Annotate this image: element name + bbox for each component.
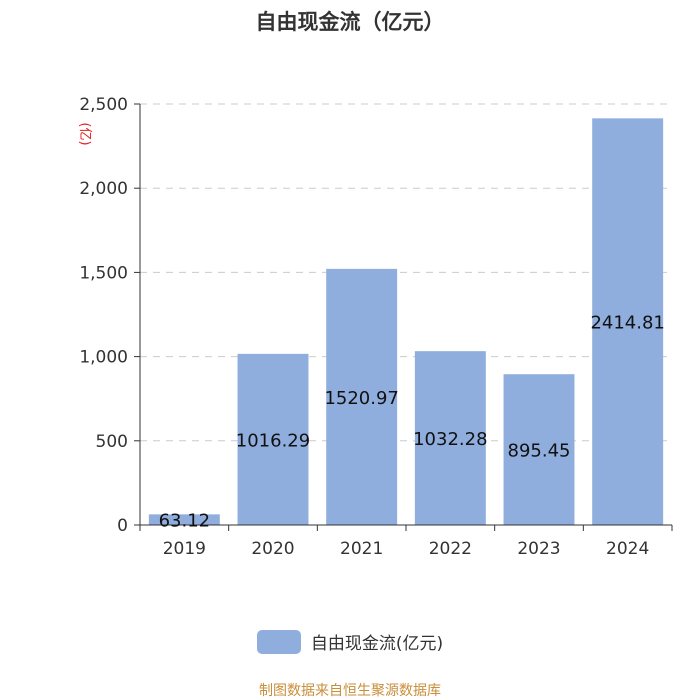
x-tick-label: 2019 [163,539,206,559]
x-tick-label: 2022 [429,539,472,559]
data-labels: 63.12 1016.29 1520.97 1032.28 895.45 2414.81 [159,313,665,532]
grid-lines [140,103,672,442]
bar-value-label: 1016.29 [236,430,310,451]
source-note: 制图数据来自恒生聚源数据库 [259,683,441,699]
bar-value-label: 63.12 [159,511,211,532]
y-axis-label: (亿) [77,122,92,145]
bar-2019[interactable] [148,514,220,525]
x-tick-label: 2020 [251,539,294,559]
bar-value-label: 1520.97 [324,388,398,409]
y-tick-label: 1,000 [79,348,128,368]
x-tick-label: 2023 [517,539,560,559]
bar-2021[interactable] [326,268,398,525]
legend-swatch [256,629,301,654]
bar-2024[interactable] [592,118,664,525]
bar-2023[interactable] [503,374,575,525]
legend[interactable]: 自由现金流(亿元) [0,629,700,654]
bar-value-label: 1032.28 [413,429,487,450]
y-tick-label: 2,500 [79,95,128,115]
y-tick-label: 2,000 [79,179,128,199]
x-tick-label: 2024 [606,539,649,559]
x-tick-label: 2021 [340,539,383,559]
axes: 0 500 1,000 1,500 2,000 2,500 2019 2020 2021 2022… [79,95,673,559]
bar-2020[interactable] [237,353,309,525]
chart-title: 自由现金流（亿元） [255,10,445,34]
bar-value-label: 2414.81 [590,313,664,334]
y-tick-label: 500 [96,432,128,452]
legend-label: 自由现金流(亿元) [310,634,444,654]
y-tick-label: 0 [117,516,128,536]
y-tick-label: 1,500 [79,263,128,283]
bar-value-label: 895.45 [508,441,571,462]
bars [148,118,664,525]
bar-2022[interactable] [414,351,486,525]
